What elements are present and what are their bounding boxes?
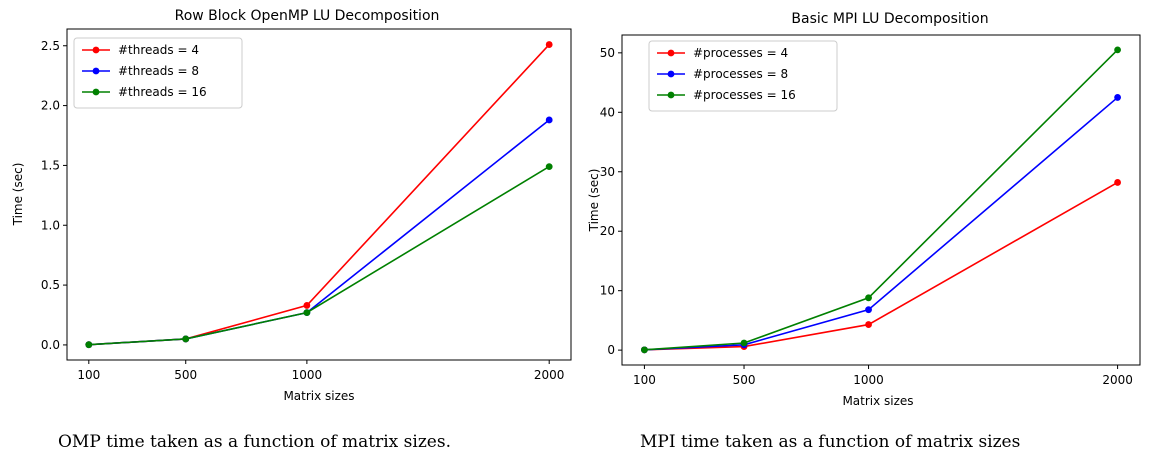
legend-marker: [667, 91, 675, 99]
y-axis-label: Time (sec): [587, 169, 601, 233]
legend-label: #processes = 8: [693, 67, 788, 81]
data-point: [545, 163, 553, 171]
legend-marker: [92, 67, 100, 75]
y-tick-label: 1.5: [41, 158, 60, 172]
x-tick-label: 500: [174, 368, 197, 382]
series-layer: [641, 46, 1121, 354]
mpi-chart: Basic MPI LU Decomposition 100 500 1000 200…: [587, 11, 1141, 408]
omp-chart: Row Block OpenMP LU Decomposition 100 500…: [11, 8, 572, 403]
y-tick-label: 2.5: [41, 39, 60, 53]
series-line: [644, 181, 1118, 351]
data-point: [545, 41, 553, 48]
legend-marker: [667, 70, 675, 78]
legend-label: #threads = 8: [118, 64, 199, 78]
data-point: [1114, 46, 1121, 54]
legend-box: [73, 37, 243, 109]
tick-layer: 100 500 1000 2000 0.0 0.5 1.0 1.5 2.0 2.5: [41, 39, 565, 382]
data-point: [641, 346, 648, 354]
data-point: [545, 116, 553, 124]
x-tick-label: 2000: [1102, 373, 1133, 387]
caption-omp: OMP time taken as a function of matrix s…: [58, 432, 451, 452]
legend: #processes = 4 #processes = 8 #processes =…: [648, 40, 838, 112]
series-line: [88, 119, 550, 346]
y-tick-label: 50: [600, 46, 615, 60]
y-tick-label: 2.0: [41, 99, 60, 113]
data-point: [1114, 179, 1121, 186]
legend-marker: [92, 46, 100, 54]
caption-mpi: MPI time taken as a function of matrix s…: [640, 432, 1021, 452]
x-tick-label: 2000: [534, 368, 565, 382]
x-tick-label: 100: [633, 373, 656, 387]
series-line: [644, 49, 1119, 351]
series-line: [88, 165, 550, 346]
legend-label: #processes = 16: [693, 88, 796, 102]
x-axis-label: Matrix sizes: [842, 394, 913, 408]
chart-title: Row Block OpenMP LU Decomposition: [175, 8, 440, 24]
y-tick-label: 0.5: [41, 278, 60, 292]
legend: #threads = 4 #threads = 8 #threads = 16: [73, 37, 243, 109]
y-tick-label: 30: [600, 165, 615, 179]
y-tick-label: 40: [600, 105, 615, 119]
x-tick-label: 1000: [853, 373, 884, 387]
legend-box: [648, 40, 838, 112]
y-tick-label: 10: [600, 284, 615, 298]
data-point: [1114, 94, 1121, 101]
legend-label: #processes = 4: [693, 46, 788, 60]
x-tick-label: 1000: [292, 368, 323, 382]
y-tick-label: 0.0: [41, 338, 60, 352]
x-axis-label: Matrix sizes: [283, 389, 354, 403]
y-axis-label: Time (sec): [11, 163, 25, 227]
data-point: [740, 339, 748, 347]
series-layer: [85, 41, 553, 349]
data-point: [85, 341, 93, 349]
y-tick-label: 0: [607, 343, 615, 357]
y-tick-label: 20: [600, 224, 615, 238]
data-point: [865, 306, 872, 314]
data-point: [182, 335, 190, 343]
legend-marker: [92, 88, 100, 96]
chart-title: Basic MPI LU Decomposition: [791, 11, 988, 27]
series-line: [644, 96, 1119, 351]
data-point: [865, 321, 872, 328]
data-point: [303, 302, 311, 309]
data-point: [865, 294, 872, 302]
plot-frame: [621, 34, 1141, 366]
legend-marker: [667, 49, 675, 57]
tick-layer: 100 500 1000 2000 0 10 20 30 40 50: [600, 46, 1133, 387]
y-tick-label: 1.0: [41, 218, 60, 232]
legend-label: #threads = 16: [118, 85, 207, 99]
legend-label: #threads = 4: [118, 43, 199, 57]
x-tick-label: 100: [77, 368, 100, 382]
x-tick-label: 500: [733, 373, 756, 387]
data-point: [303, 309, 311, 317]
plot-frame: [66, 28, 572, 361]
